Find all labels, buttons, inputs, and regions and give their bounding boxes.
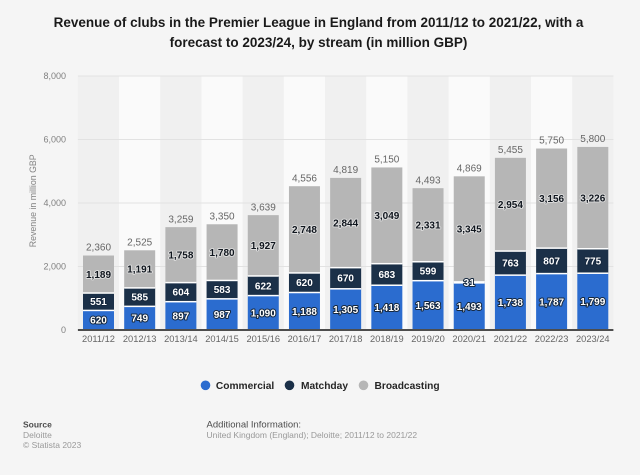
svg-text:2014/15: 2014/15 — [205, 334, 239, 344]
svg-text:807: 807 — [543, 256, 560, 267]
svg-text:1,780: 1,780 — [210, 248, 235, 259]
svg-text:2,954: 2,954 — [498, 200, 523, 211]
svg-text:622: 622 — [255, 281, 272, 292]
svg-text:5,455: 5,455 — [498, 145, 523, 156]
svg-text:1,738: 1,738 — [498, 298, 523, 309]
svg-text:3,639: 3,639 — [251, 202, 276, 213]
svg-text:6,000: 6,000 — [43, 135, 66, 145]
svg-text:3,345: 3,345 — [457, 225, 482, 236]
svg-text:Source: Source — [23, 419, 52, 429]
svg-text:2020/21: 2020/21 — [452, 334, 486, 344]
svg-text:2021/22: 2021/22 — [494, 334, 528, 344]
svg-text:2011/12: 2011/12 — [82, 334, 115, 344]
svg-text:551: 551 — [90, 297, 107, 308]
svg-text:3,049: 3,049 — [374, 211, 399, 222]
svg-text:2,000: 2,000 — [43, 262, 66, 272]
svg-text:1,758: 1,758 — [168, 250, 193, 261]
svg-text:4,000: 4,000 — [43, 198, 66, 208]
svg-text:2013/14: 2013/14 — [164, 334, 198, 344]
svg-text:3,259: 3,259 — [168, 214, 193, 225]
svg-text:4,493: 4,493 — [416, 175, 441, 186]
svg-text:2017/18: 2017/18 — [329, 334, 363, 344]
svg-text:4,869: 4,869 — [457, 164, 482, 175]
svg-text:1,305: 1,305 — [333, 305, 358, 316]
svg-text:4,819: 4,819 — [333, 165, 358, 176]
svg-text:3,350: 3,350 — [210, 211, 235, 222]
svg-text:Broadcasting: Broadcasting — [375, 381, 440, 392]
svg-text:670: 670 — [337, 274, 354, 285]
svg-text:2,748: 2,748 — [292, 225, 317, 236]
svg-text:599: 599 — [420, 267, 437, 278]
svg-text:2019/20: 2019/20 — [411, 334, 445, 344]
svg-text:2015/16: 2015/16 — [246, 334, 280, 344]
svg-text:Matchday: Matchday — [301, 381, 348, 392]
svg-text:1,563: 1,563 — [416, 301, 441, 312]
svg-text:Deloitte: Deloitte — [23, 430, 52, 440]
svg-text:Commercial: Commercial — [216, 381, 274, 392]
svg-text:620: 620 — [90, 316, 107, 327]
svg-text:© Statista 2023: © Statista 2023 — [23, 440, 82, 450]
svg-text:620: 620 — [296, 278, 313, 289]
svg-text:763: 763 — [502, 259, 519, 270]
svg-text:8,000: 8,000 — [43, 71, 66, 81]
svg-text:Revenue in million GBP: Revenue in million GBP — [28, 154, 38, 247]
svg-text:1,188: 1,188 — [292, 307, 317, 318]
svg-text:3,156: 3,156 — [539, 194, 564, 205]
svg-text:2,844: 2,844 — [333, 218, 358, 229]
svg-text:4,556: 4,556 — [292, 173, 317, 184]
svg-text:1,191: 1,191 — [127, 265, 152, 276]
svg-text:1,799: 1,799 — [580, 297, 605, 308]
svg-text:604: 604 — [173, 288, 190, 299]
svg-text:1,927: 1,927 — [251, 241, 276, 252]
svg-text:5,800: 5,800 — [580, 134, 605, 145]
svg-text:1,787: 1,787 — [539, 297, 564, 308]
svg-text:2023/24: 2023/24 — [576, 334, 610, 344]
svg-text:1,418: 1,418 — [374, 303, 399, 314]
svg-text:2,360: 2,360 — [86, 243, 111, 254]
svg-text:5,750: 5,750 — [539, 136, 564, 147]
svg-text:749: 749 — [131, 314, 148, 325]
svg-text:Additional Information:: Additional Information: — [207, 419, 302, 430]
svg-text:585: 585 — [131, 293, 148, 304]
svg-text:897: 897 — [173, 311, 190, 322]
svg-text:2022/23: 2022/23 — [535, 334, 569, 344]
svg-text:1,090: 1,090 — [251, 308, 276, 319]
svg-text:583: 583 — [214, 285, 231, 296]
svg-text:31: 31 — [464, 278, 476, 289]
svg-text:2018/19: 2018/19 — [370, 334, 404, 344]
svg-text:0: 0 — [61, 325, 66, 335]
svg-text:2012/13: 2012/13 — [123, 334, 157, 344]
svg-text:1,189: 1,189 — [86, 270, 111, 281]
svg-text:2,525: 2,525 — [127, 238, 152, 249]
svg-text:2016/17: 2016/17 — [288, 334, 322, 344]
svg-text:United Kingdom (England); Delo: United Kingdom (England); Deloitte; 2011… — [207, 430, 418, 440]
svg-text:3,226: 3,226 — [580, 193, 605, 204]
svg-text:2,331: 2,331 — [416, 220, 441, 231]
svg-text:775: 775 — [584, 256, 601, 267]
svg-text:987: 987 — [214, 310, 231, 321]
svg-text:5,150: 5,150 — [374, 155, 399, 166]
svg-text:1,493: 1,493 — [457, 302, 482, 313]
svg-text:683: 683 — [378, 270, 395, 281]
